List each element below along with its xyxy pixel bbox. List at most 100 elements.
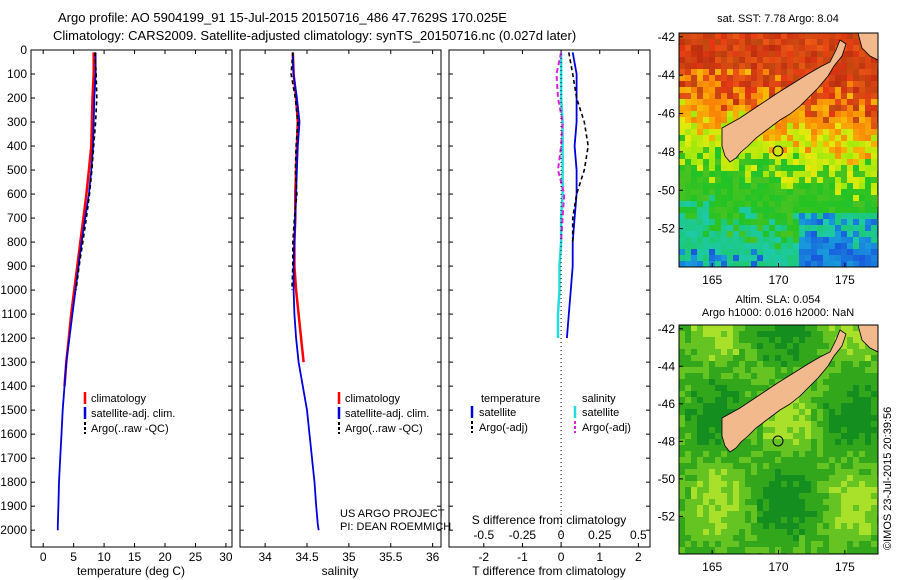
- sst-cell: [841, 171, 847, 177]
- sst-cell: [865, 189, 871, 195]
- sst-cell: [679, 213, 685, 219]
- sst-cell: [847, 87, 853, 93]
- sst-cell: [727, 105, 733, 111]
- sst-cell: [715, 39, 721, 45]
- sla-cell: [859, 355, 865, 361]
- sst-cell: [715, 81, 721, 87]
- sla-cell: [703, 409, 709, 415]
- sst-cell: [865, 195, 871, 201]
- sla-cell: [859, 397, 865, 403]
- sla-cell: [715, 499, 721, 505]
- sla-cell: [787, 493, 793, 499]
- sla-cell: [775, 541, 781, 547]
- sla-cell: [685, 373, 691, 379]
- sst-cell: [739, 45, 745, 51]
- sst-cell: [799, 141, 805, 147]
- sst-cell: [859, 75, 865, 81]
- sla-cell: [853, 367, 859, 373]
- sla-cell: [763, 427, 769, 433]
- sst-cell: [793, 255, 799, 261]
- sla-cell: [769, 379, 775, 385]
- sst-cell: [733, 105, 739, 111]
- sla-cell: [757, 523, 763, 529]
- sla-cell: [727, 517, 733, 523]
- sla-cell: [769, 415, 775, 421]
- sst-cell: [709, 183, 715, 189]
- sla-cell: [751, 541, 757, 547]
- sst-cell: [793, 231, 799, 237]
- sst-cell: [697, 63, 703, 69]
- sst-cell: [835, 111, 841, 117]
- sla-cell: [715, 367, 721, 373]
- sst-cell: [733, 183, 739, 189]
- sst-cell: [769, 237, 775, 243]
- sst-cell: [865, 165, 871, 171]
- sst-cell: [685, 63, 691, 69]
- sla-cell: [853, 463, 859, 469]
- sla-cell: [703, 457, 709, 463]
- sst-cell: [799, 189, 805, 195]
- sla-cell: [739, 535, 745, 541]
- sla-cell: [817, 415, 823, 421]
- depth-tick-label: 600: [7, 187, 27, 201]
- sla-cell: [853, 355, 859, 361]
- map-y-tick-label: -42: [658, 30, 676, 44]
- sst-cell: [817, 255, 823, 261]
- sst-cell: [799, 261, 805, 267]
- sla-cell: [715, 529, 721, 535]
- sst-cell: [721, 207, 727, 213]
- sst-cell: [769, 177, 775, 183]
- sst-cell: [739, 213, 745, 219]
- sla-cell: [727, 529, 733, 535]
- sst-cell: [763, 135, 769, 141]
- sla-cell: [763, 547, 769, 553]
- sla-cell: [841, 535, 847, 541]
- sla-cell: [769, 421, 775, 427]
- sla-cell: [715, 457, 721, 463]
- sla-cell: [697, 469, 703, 475]
- sla-cell: [811, 451, 817, 457]
- sla-cell: [751, 337, 757, 343]
- legend-title-temperature: temperature: [481, 393, 540, 405]
- sst-cell: [763, 141, 769, 147]
- sst-cell: [781, 219, 787, 225]
- map-x-tick-label: 170: [768, 273, 788, 287]
- sst-cell: [697, 51, 703, 57]
- sst-cell: [841, 81, 847, 87]
- sst-cell: [865, 69, 871, 75]
- sst-cell: [679, 195, 685, 201]
- sla-cell: [745, 343, 751, 349]
- sst-cell: [727, 183, 733, 189]
- sla-cell: [853, 451, 859, 457]
- sla-cell: [865, 535, 871, 541]
- sst-cell: [691, 189, 697, 195]
- sst-cell: [745, 93, 751, 99]
- sst-cell: [751, 99, 757, 105]
- sst-cell: [829, 255, 835, 261]
- sst-cell: [685, 93, 691, 99]
- sst-cell: [697, 159, 703, 165]
- sst-cell: [739, 105, 745, 111]
- sst-cell: [853, 33, 859, 39]
- sst-cell: [817, 99, 823, 105]
- sla-cell: [847, 337, 853, 343]
- sla-cell: [841, 427, 847, 433]
- sst-cell: [823, 165, 829, 171]
- sla-cell: [781, 421, 787, 427]
- sst-cell: [817, 153, 823, 159]
- sst-cell: [841, 33, 847, 39]
- sla-cell: [679, 349, 685, 355]
- sla-cell: [691, 529, 697, 535]
- sst-cell: [763, 207, 769, 213]
- sst-cell: [799, 225, 805, 231]
- sla-cell: [763, 331, 769, 337]
- sst-cell: [829, 165, 835, 171]
- sla-cell: [739, 529, 745, 535]
- sla-cell: [811, 511, 817, 517]
- sla-cell: [691, 379, 697, 385]
- sla-cell: [697, 343, 703, 349]
- sla-cell: [847, 469, 853, 475]
- sst-cell: [715, 123, 721, 129]
- sst-cell: [781, 195, 787, 201]
- sst-cell: [853, 237, 859, 243]
